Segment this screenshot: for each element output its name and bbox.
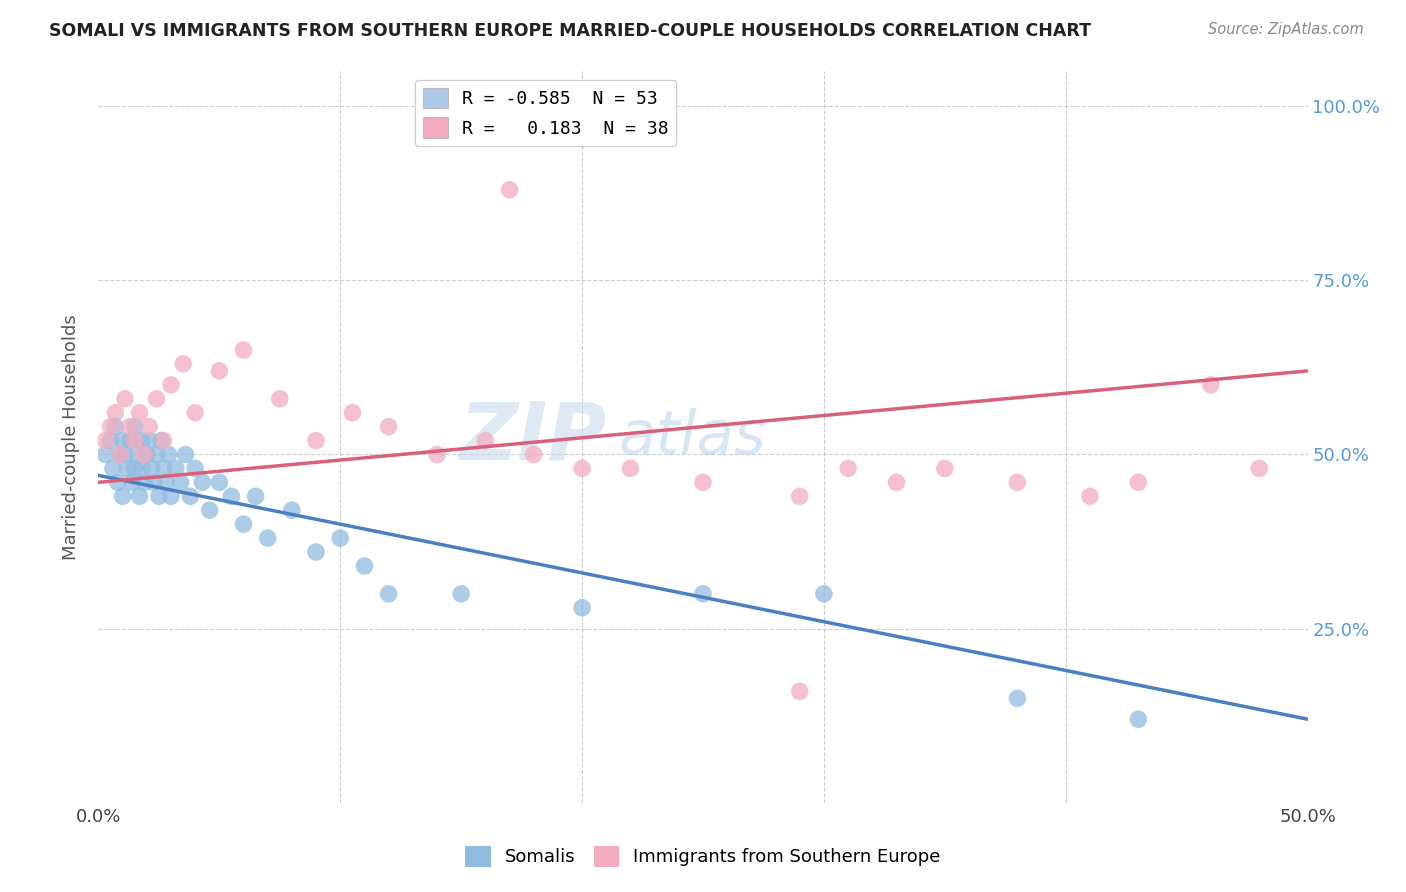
Point <box>117 461 139 475</box>
Point <box>619 461 641 475</box>
Point <box>232 517 254 532</box>
Point <box>1249 461 1271 475</box>
Point <box>256 531 278 545</box>
Point <box>114 448 136 462</box>
Point <box>104 419 127 434</box>
Point <box>135 448 157 462</box>
Point <box>165 461 187 475</box>
Point <box>150 434 173 448</box>
Point <box>111 489 134 503</box>
Point <box>281 503 304 517</box>
Legend: R = -0.585  N = 53, R =   0.183  N = 38: R = -0.585 N = 53, R = 0.183 N = 38 <box>415 80 676 145</box>
Point <box>498 183 520 197</box>
Point <box>1199 377 1222 392</box>
Point <box>377 419 399 434</box>
Text: Source: ZipAtlas.com: Source: ZipAtlas.com <box>1208 22 1364 37</box>
Point <box>305 434 328 448</box>
Point <box>474 434 496 448</box>
Point <box>191 475 214 490</box>
Point <box>118 434 141 448</box>
Point <box>184 461 207 475</box>
Text: atlas: atlas <box>619 408 766 467</box>
Point <box>1128 475 1150 490</box>
Point <box>152 434 174 448</box>
Point <box>104 406 127 420</box>
Point <box>523 448 546 462</box>
Point <box>107 475 129 490</box>
Point <box>145 448 167 462</box>
Point <box>1078 489 1101 503</box>
Point <box>208 475 231 490</box>
Point <box>813 587 835 601</box>
Point <box>1128 712 1150 726</box>
Point <box>571 461 593 475</box>
Point <box>198 503 221 517</box>
Point <box>134 475 156 490</box>
Point <box>141 461 163 475</box>
Y-axis label: Married-couple Households: Married-couple Households <box>62 314 80 560</box>
Point <box>94 434 117 448</box>
Point <box>131 461 153 475</box>
Point <box>245 489 267 503</box>
Point <box>305 545 328 559</box>
Point <box>148 489 170 503</box>
Point <box>111 434 134 448</box>
Point <box>221 489 243 503</box>
Point <box>145 392 167 406</box>
Point <box>143 475 166 490</box>
Point <box>121 475 143 490</box>
Legend: Somalis, Immigrants from Southern Europe: Somalis, Immigrants from Southern Europe <box>458 838 948 874</box>
Point <box>100 419 122 434</box>
Text: ZIP: ZIP <box>458 398 606 476</box>
Point <box>692 587 714 601</box>
Point <box>934 461 956 475</box>
Point <box>208 364 231 378</box>
Point <box>837 461 859 475</box>
Point <box>160 377 183 392</box>
Point <box>172 357 194 371</box>
Point <box>571 600 593 615</box>
Point <box>118 419 141 434</box>
Point <box>426 448 449 462</box>
Point <box>114 392 136 406</box>
Point <box>789 489 811 503</box>
Point <box>329 531 352 545</box>
Point <box>128 406 150 420</box>
Point <box>134 448 156 462</box>
Point <box>269 392 291 406</box>
Point <box>94 448 117 462</box>
Text: SOMALI VS IMMIGRANTS FROM SOUTHERN EUROPE MARRIED-COUPLE HOUSEHOLDS CORRELATION : SOMALI VS IMMIGRANTS FROM SOUTHERN EUROP… <box>49 22 1091 40</box>
Point <box>1007 475 1029 490</box>
Point <box>127 448 149 462</box>
Point <box>100 434 122 448</box>
Point <box>152 461 174 475</box>
Point <box>789 684 811 698</box>
Point <box>692 475 714 490</box>
Point <box>174 448 197 462</box>
Point <box>1007 691 1029 706</box>
Point <box>131 434 153 448</box>
Point <box>108 448 131 462</box>
Point <box>179 489 201 503</box>
Point <box>184 406 207 420</box>
Point <box>160 489 183 503</box>
Point <box>353 558 375 573</box>
Point <box>101 461 124 475</box>
Point <box>450 587 472 601</box>
Point <box>124 434 146 448</box>
Point <box>886 475 908 490</box>
Point <box>124 461 146 475</box>
Point <box>342 406 364 420</box>
Point <box>169 475 191 490</box>
Point <box>124 419 146 434</box>
Point <box>377 587 399 601</box>
Point <box>138 419 160 434</box>
Point <box>157 448 180 462</box>
Point <box>155 475 177 490</box>
Point <box>232 343 254 357</box>
Point <box>138 434 160 448</box>
Point <box>108 448 131 462</box>
Point <box>128 489 150 503</box>
